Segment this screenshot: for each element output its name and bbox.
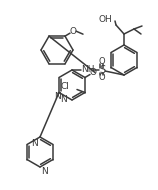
Text: O: O [89,68,97,77]
Text: N: N [60,96,67,105]
Text: N: N [54,92,60,101]
Text: S: S [99,65,105,75]
Text: Cl: Cl [60,82,69,91]
Text: N: N [31,139,38,148]
Text: O: O [70,27,76,36]
Text: O: O [99,58,105,66]
Text: N: N [41,166,48,176]
Text: NH: NH [81,66,95,74]
Text: OH: OH [98,16,112,25]
Text: O: O [99,74,105,82]
